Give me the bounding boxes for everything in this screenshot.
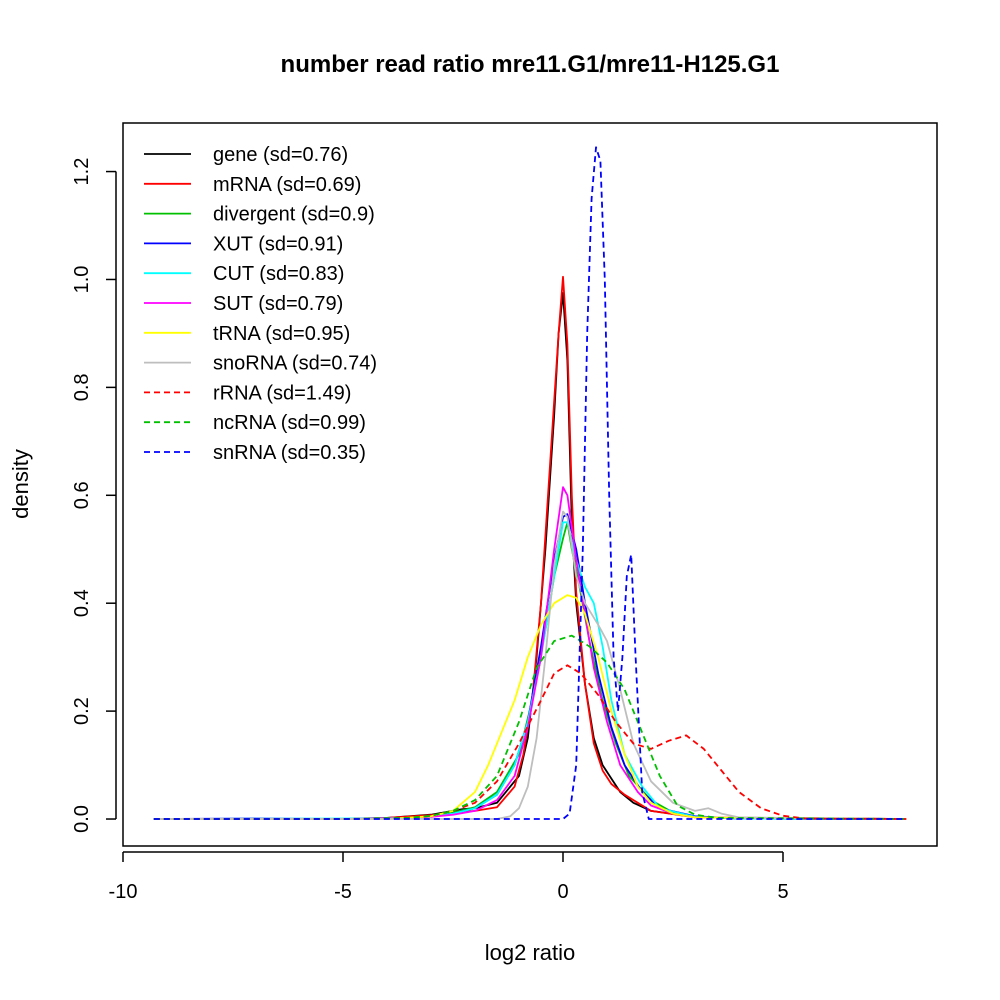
legend-label: mRNA (sd=0.69) (213, 174, 361, 196)
series-line-8 (153, 664, 907, 820)
plot-frame (122, 122, 938, 847)
y-tick-label: 1.0 (71, 266, 93, 294)
series-line-4 (153, 521, 907, 820)
x-axis-label: log2 ratio (485, 940, 576, 965)
legend-label: gene (sd=0.76) (213, 144, 348, 166)
y-tick-label: 0.2 (71, 697, 93, 725)
series-layer (153, 146, 907, 820)
series-line-9 (153, 634, 907, 820)
series-line-5 (153, 486, 907, 820)
legend-label: rRNA (sd=1.49) (213, 382, 351, 404)
x-tick-label: -5 (334, 881, 352, 903)
legend-label: SUT (sd=0.79) (213, 293, 343, 315)
y-tick-label: 0.0 (71, 805, 93, 833)
series-line-10 (153, 146, 907, 820)
series-line-7 (153, 510, 907, 820)
legend-label: CUT (sd=0.83) (213, 263, 344, 285)
legend-label: ncRNA (sd=0.99) (213, 412, 366, 434)
series-line-6 (153, 594, 907, 820)
chart-title: number read ratio mre11.G1/mre11-H125.G1 (281, 51, 780, 78)
x-tick-label: 5 (777, 881, 788, 903)
y-tick-label: 0.6 (71, 481, 93, 509)
legend-label: XUT (sd=0.91) (213, 233, 343, 255)
legend-label: snoRNA (sd=0.74) (213, 353, 377, 375)
y-tick-label: 0.4 (71, 589, 93, 617)
legend-label: divergent (sd=0.9) (213, 204, 375, 226)
x-tick-label: 0 (557, 881, 568, 903)
y-tick-label: 1.2 (71, 158, 93, 186)
x-tick-label: -10 (109, 881, 138, 903)
y-axis-label: density (8, 449, 33, 519)
legend-label: tRNA (sd=0.95) (213, 323, 350, 345)
legend-label: snRNA (sd=0.35) (213, 442, 366, 464)
y-tick-label: 0.8 (71, 373, 93, 401)
legend: gene (sd=0.76) mRNA (sd=0.69) divergent (s… (144, 144, 377, 464)
axes: -10 -5 0 5 0.0 0.2 0.4 0.6 0.8 1.0 1.2 (71, 158, 789, 903)
